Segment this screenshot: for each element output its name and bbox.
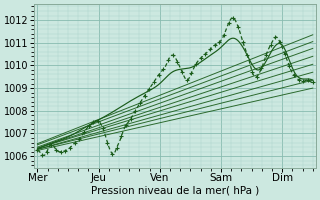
X-axis label: Pression niveau de la mer( hPa ): Pression niveau de la mer( hPa ): [91, 186, 259, 196]
